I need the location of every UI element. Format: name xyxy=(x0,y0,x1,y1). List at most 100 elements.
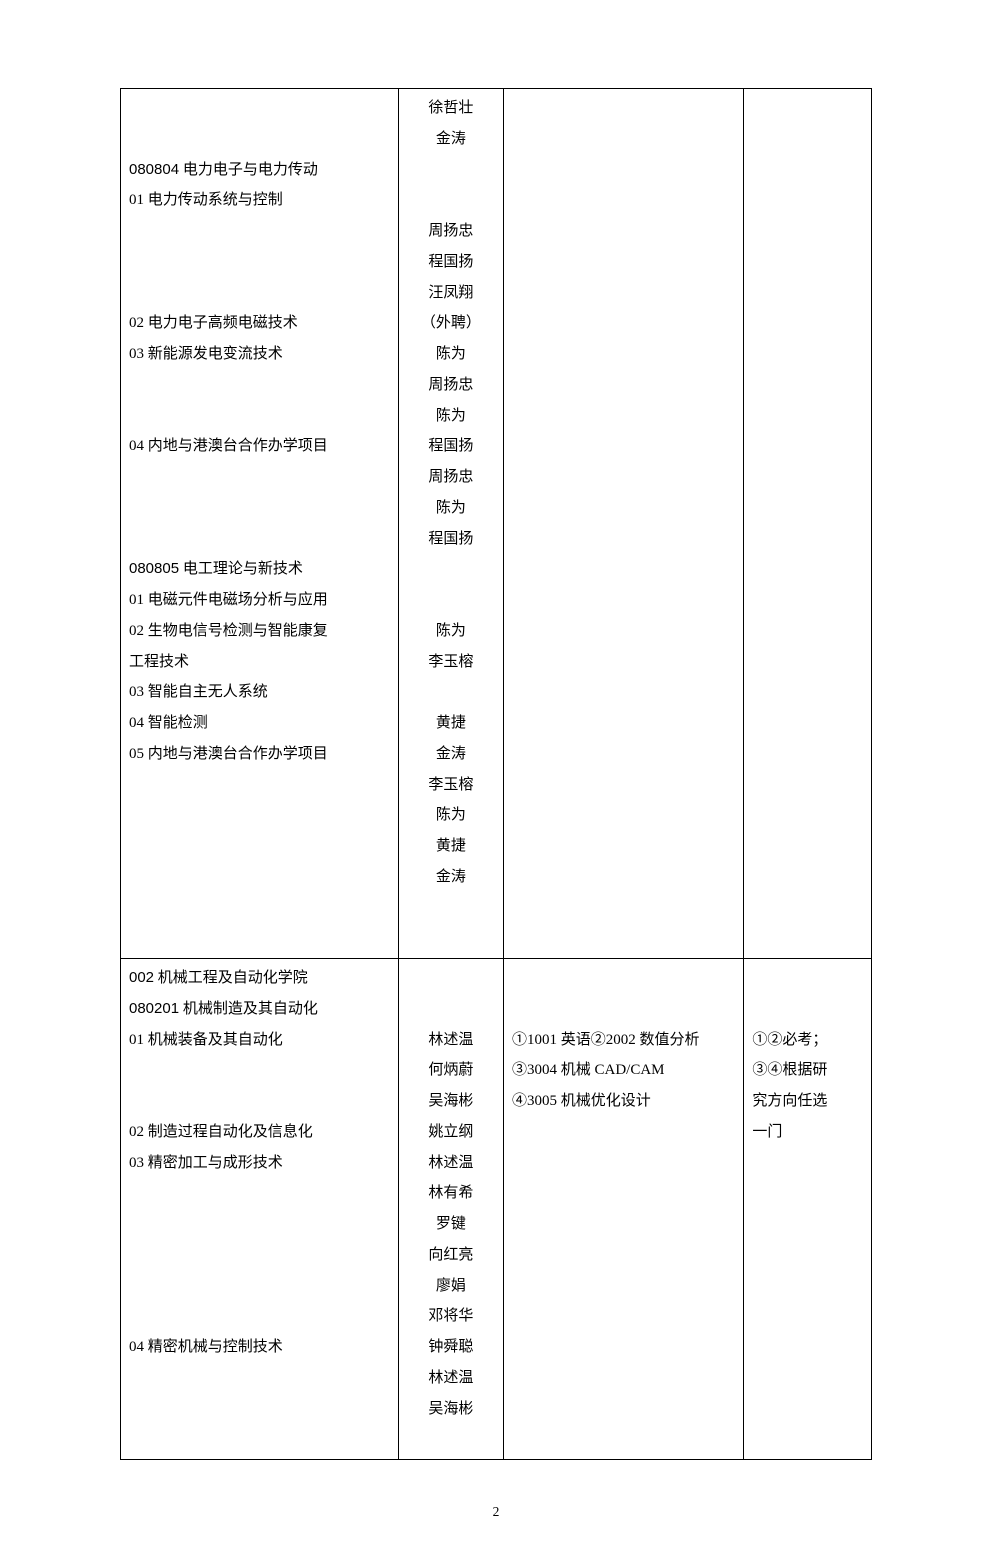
text-line: 邓将华 xyxy=(407,1301,495,1332)
text-line xyxy=(752,1148,863,1179)
text-line xyxy=(129,1394,390,1425)
text-line: 罗键 xyxy=(407,1209,495,1240)
text-line xyxy=(129,370,390,401)
text-line: 02 生物电信号检测与智能康复 xyxy=(129,616,390,647)
text-line: 一门 xyxy=(752,1117,863,1148)
text-line xyxy=(512,1394,735,1425)
text-line: 究方向任选 xyxy=(752,1086,863,1117)
text-line xyxy=(129,1271,390,1302)
text-line xyxy=(512,1332,735,1363)
text-line xyxy=(512,1301,735,1332)
text-line: 吴海彬 xyxy=(407,1086,495,1117)
text-line: 金涛 xyxy=(407,124,495,155)
text-line: 钟舜聪 xyxy=(407,1332,495,1363)
text-line xyxy=(407,585,495,616)
text-line: 04 智能检测 xyxy=(129,708,390,739)
text-line xyxy=(129,247,390,278)
text-line: 汪凤翔 xyxy=(407,278,495,309)
text-line: 李玉榕 xyxy=(407,770,495,801)
text-line: 姚立纲 xyxy=(407,1117,495,1148)
text-line: 徐哲壮 xyxy=(407,93,495,124)
text-line: 何炳蔚 xyxy=(407,1055,495,1086)
text-line xyxy=(752,963,863,994)
text-line: 黄捷 xyxy=(407,708,495,739)
text-line: 吴海彬 xyxy=(407,1394,495,1425)
text-line xyxy=(129,216,390,247)
text-line: 程国扬 xyxy=(407,524,495,555)
text-line xyxy=(512,994,735,1025)
text-line: 080805 电工理论与新技术 xyxy=(129,554,390,585)
cell-r1c3 xyxy=(504,89,744,959)
text-line: 01 机械装备及其自动化 xyxy=(129,1025,390,1056)
text-line: 080201 机械制造及其自动化 xyxy=(129,994,390,1025)
cell-r1c1: 080804 电力电子与电力传动01 电力传动系统与控制 02 电力电子高频电磁… xyxy=(121,89,399,959)
cell-r2c2: 林述温何炳蔚吴海彬姚立纲林述温林有希罗键向红亮廖娟邓将华钟舜聪林述温吴海彬 xyxy=(398,959,503,1460)
text-line: 02 制造过程自动化及信息化 xyxy=(129,1117,390,1148)
text-line: 林述温 xyxy=(407,1148,495,1179)
text-line: 周扬忠 xyxy=(407,370,495,401)
text-line: 程国扬 xyxy=(407,247,495,278)
catalog-table: 080804 电力电子与电力传动01 电力传动系统与控制 02 电力电子高频电磁… xyxy=(120,88,872,1460)
text-line: ④3005 机械优化设计 xyxy=(512,1086,735,1117)
text-line xyxy=(407,677,495,708)
text-line: ③3004 机械 CAD/CAM xyxy=(512,1055,735,1086)
text-line xyxy=(129,124,390,155)
text-line xyxy=(752,1424,863,1455)
text-line xyxy=(407,155,495,186)
table-row: 080804 电力电子与电力传动01 电力传动系统与控制 02 电力电子高频电磁… xyxy=(121,89,872,959)
text-line xyxy=(129,1086,390,1117)
text-line xyxy=(129,493,390,524)
text-line: 林述温 xyxy=(407,1363,495,1394)
text-line: 01 电磁元件电磁场分析与应用 xyxy=(129,585,390,616)
table-row: 002 机械工程及自动化学院080201 机械制造及其自动化01 机械装备及其自… xyxy=(121,959,872,1460)
text-line xyxy=(129,278,390,309)
text-line xyxy=(752,1209,863,1240)
page-number: 2 xyxy=(120,1504,872,1520)
text-line: 陈为 xyxy=(407,616,495,647)
text-line xyxy=(512,1363,735,1394)
text-line xyxy=(752,1178,863,1209)
text-line xyxy=(512,963,735,994)
text-line xyxy=(512,1148,735,1179)
text-line: 陈为 xyxy=(407,339,495,370)
text-line xyxy=(129,1301,390,1332)
cell-r1c4 xyxy=(744,89,872,959)
text-line xyxy=(129,770,390,801)
text-line xyxy=(129,1209,390,1240)
text-line: 李玉榕 xyxy=(407,647,495,678)
text-line xyxy=(129,800,390,831)
text-line: （外聘） xyxy=(407,308,495,339)
text-line: 080804 电力电子与电力传动 xyxy=(129,155,390,186)
text-line: 金涛 xyxy=(407,739,495,770)
cell-r1c2: 徐哲壮金涛 周扬忠程国扬汪凤翔（外聘）陈为周扬忠陈为程国扬周扬忠陈为程国扬 陈为… xyxy=(398,89,503,959)
text-line xyxy=(129,1055,390,1086)
text-line xyxy=(407,554,495,585)
text-line: 03 精密加工与成形技术 xyxy=(129,1148,390,1179)
text-line: 林述温 xyxy=(407,1025,495,1056)
text-line xyxy=(407,963,495,994)
text-line: 05 内地与港澳台合作办学项目 xyxy=(129,739,390,770)
text-line: 黄捷 xyxy=(407,831,495,862)
text-line: 工程技术 xyxy=(129,647,390,678)
text-line: 周扬忠 xyxy=(407,216,495,247)
cell-r2c1: 002 机械工程及自动化学院080201 机械制造及其自动化01 机械装备及其自… xyxy=(121,959,399,1460)
text-line xyxy=(129,1363,390,1394)
text-line xyxy=(129,831,390,862)
text-line xyxy=(407,994,495,1025)
text-line: 陈为 xyxy=(407,493,495,524)
text-line: 陈为 xyxy=(407,401,495,432)
cell-r2c4: ①②必考；③④根据研究方向任选一门 xyxy=(744,959,872,1460)
text-line xyxy=(752,1271,863,1302)
text-line xyxy=(752,1363,863,1394)
text-line xyxy=(752,1240,863,1271)
text-line xyxy=(407,893,495,924)
text-line xyxy=(407,923,495,954)
text-line xyxy=(407,1424,495,1455)
text-line xyxy=(512,1271,735,1302)
text-line: 002 机械工程及自动化学院 xyxy=(129,963,390,994)
text-line xyxy=(129,93,390,124)
text-line xyxy=(129,1178,390,1209)
text-line xyxy=(129,862,390,893)
text-line xyxy=(129,401,390,432)
text-line xyxy=(407,185,495,216)
